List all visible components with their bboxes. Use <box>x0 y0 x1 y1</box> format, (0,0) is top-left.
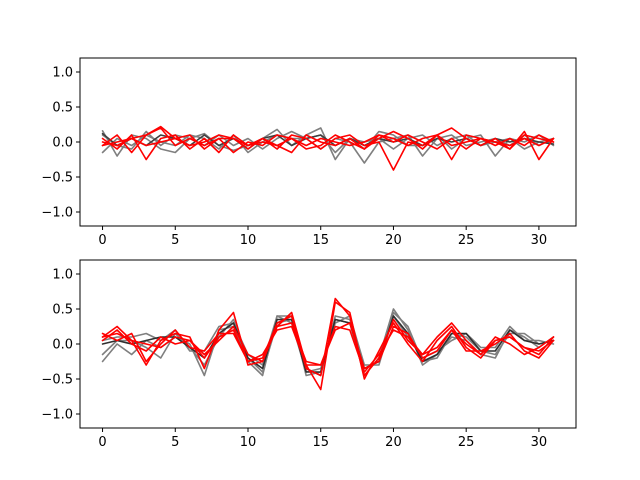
y-tick-label: −0.5 <box>41 171 73 186</box>
x-tick-label: 30 <box>531 233 548 248</box>
x-tick-label: 0 <box>98 435 106 450</box>
series-line-7 <box>101 325 555 373</box>
x-tick-label: 0 <box>98 233 106 248</box>
x-tick-label: 20 <box>385 233 402 248</box>
y-tick-label: 1.0 <box>52 66 73 81</box>
subplot-bottom: 0 5 10 15 20 25 30 −1.0 −0.5 0.0 0.5 1.0 <box>41 259 577 450</box>
x-tick-label: 25 <box>458 233 475 248</box>
x-tick-label: 5 <box>171 233 179 248</box>
x-tick-label: 30 <box>531 435 548 450</box>
series-line-5 <box>101 297 555 380</box>
y-tick-label: 0.0 <box>52 338 73 353</box>
x-tick-label: 25 <box>458 435 475 450</box>
series-line-7 <box>101 134 555 150</box>
x-tick-label: 5 <box>171 435 179 450</box>
y-tick-label: −1.0 <box>41 206 73 221</box>
y-tick-label: 0.0 <box>52 136 73 151</box>
series-group <box>101 125 555 171</box>
x-tick-label: 20 <box>385 435 402 450</box>
y-tick-label: 0.5 <box>52 303 73 318</box>
y-tick-label: −1.0 <box>41 408 73 423</box>
x-tick-label: 10 <box>240 233 257 248</box>
y-tick-label: −0.5 <box>41 373 73 388</box>
x-tick-label: 10 <box>240 435 257 450</box>
y-tick-label: 1.0 <box>52 268 73 283</box>
x-tick-label: 15 <box>312 435 329 450</box>
series-group <box>101 297 555 391</box>
y-tick-label: 0.5 <box>52 101 73 116</box>
subplot-top: 0 5 10 15 20 25 30 −1.0 −0.5 0.0 0.5 1.0 <box>41 57 577 248</box>
x-tick-label: 15 <box>312 233 329 248</box>
